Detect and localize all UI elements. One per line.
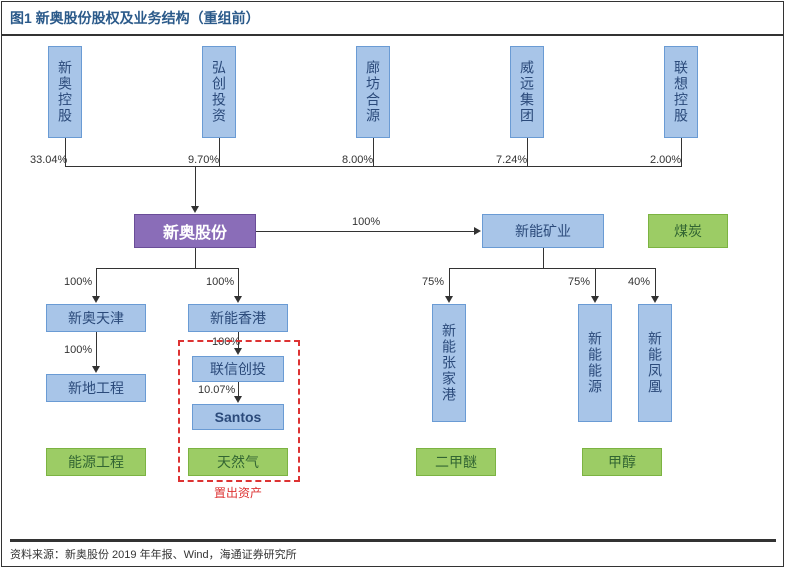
category-box: 二甲醚 [416, 448, 496, 476]
category-box: 能源工程 [46, 448, 146, 476]
main-company-box: 新奥股份 [134, 214, 256, 248]
org-chart: 新奥控股 弘创投资 廊坊合源 威远集团 联想控股 33.04% 9.70% 8.… [2, 36, 783, 536]
pct-label: 8.00% [342, 154, 373, 166]
shareholder-box: 威远集团 [510, 46, 544, 138]
shareholder-box: 廊坊合源 [356, 46, 390, 138]
pct-label: 100% [64, 276, 92, 288]
mining-sub-box: 新能凤凰 [638, 304, 672, 422]
shareholder-box: 弘创投资 [202, 46, 236, 138]
pct-label: 9.70% [188, 154, 219, 166]
mining-sub-box: 新能能源 [578, 304, 612, 422]
pct-label: 40% [628, 276, 650, 288]
chart-title: 图1 新奥股份股权及业务结构（重组前） [2, 2, 783, 36]
pct-label: 2.00% [650, 154, 681, 166]
sub-box: 新地工程 [46, 374, 146, 402]
source-footer: 资料来源：新奥股份 2019 年年报、Wind，海通证券研究所 [10, 539, 776, 562]
pct-label: 33.04% [30, 154, 67, 166]
pct-label: 7.24% [496, 154, 527, 166]
dashed-label: 置出资产 [214, 484, 262, 501]
pct-label: 75% [422, 276, 444, 288]
shareholder-box: 联想控股 [664, 46, 698, 138]
shareholder-box: 新奥控股 [48, 46, 82, 138]
coal-box: 煤炭 [648, 214, 728, 248]
pct-label: 75% [568, 276, 590, 288]
dashed-callout [178, 340, 300, 482]
sub-box: 新能香港 [188, 304, 288, 332]
mining-box: 新能矿业 [482, 214, 604, 248]
pct-label: 100% [206, 276, 234, 288]
category-box: 甲醇 [582, 448, 662, 476]
sub-box: 新奥天津 [46, 304, 146, 332]
mining-sub-box: 新能张家港 [432, 304, 466, 422]
pct-label: 100% [352, 216, 380, 228]
pct-label: 100% [64, 344, 92, 356]
